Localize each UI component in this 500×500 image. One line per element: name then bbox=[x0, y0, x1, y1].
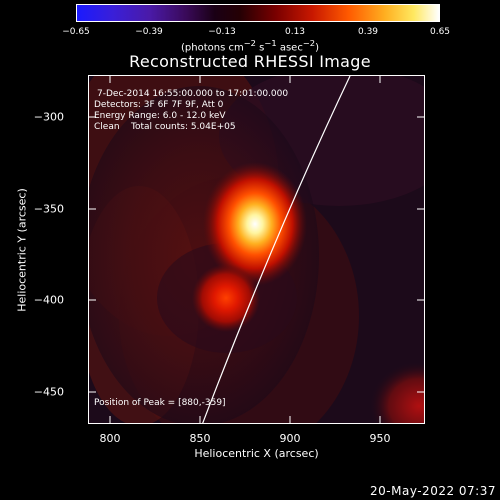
footer-date: 20-May-2022 07:37 bbox=[370, 484, 496, 498]
rhessi-image-map bbox=[89, 76, 424, 423]
x-tick-label: 800 bbox=[99, 432, 121, 445]
y-tick-label: −350 bbox=[33, 202, 64, 216]
colorbar-tick: 0.65 bbox=[429, 27, 451, 37]
colorbar-unit-label: (photons cm−2 s−1 asec−2) bbox=[180, 38, 320, 54]
y-tick-label: −400 bbox=[33, 293, 64, 307]
x-tick-label: 950 bbox=[369, 432, 391, 445]
y-tick-label: −450 bbox=[33, 385, 64, 399]
peak-position-text: Position of Peak = [880,-359] bbox=[94, 398, 226, 408]
clean-counts-text: Clean Total counts: 5.04E+05 bbox=[94, 122, 236, 132]
primary-source bbox=[203, 162, 307, 286]
rhessi-image bbox=[88, 75, 425, 424]
colorbar-tick: 0.13 bbox=[284, 27, 306, 37]
x-tick-label: 900 bbox=[279, 432, 301, 445]
solar-limb-line bbox=[202, 76, 351, 423]
x-axis-label: Heliocentric X (arcsec) bbox=[194, 447, 319, 460]
colorbar-tick: −0.13 bbox=[208, 27, 236, 37]
y-tick-label: −300 bbox=[33, 110, 64, 124]
colorbar-tick: 0.39 bbox=[357, 27, 379, 37]
secondary-source bbox=[192, 264, 260, 332]
detectors-text: Detectors: 3F 6F 7F 9F, Att 0 bbox=[94, 100, 224, 110]
colorbar-tick: −0.39 bbox=[135, 27, 163, 37]
image-title: Reconstructed RHESSI Image bbox=[129, 52, 371, 71]
time-range-text: 7-Dec-2014 16:55:00.000 to 17:01:00.000 bbox=[97, 89, 289, 99]
colorbar-tick: −0.65 bbox=[62, 27, 90, 37]
x-tick-label: 850 bbox=[189, 432, 211, 445]
colorbar bbox=[76, 4, 440, 22]
energy-range-text: Energy Range: 6.0 - 12.0 keV bbox=[94, 111, 226, 121]
y-axis-label: Heliocentric Y (arcsec) bbox=[15, 188, 29, 312]
